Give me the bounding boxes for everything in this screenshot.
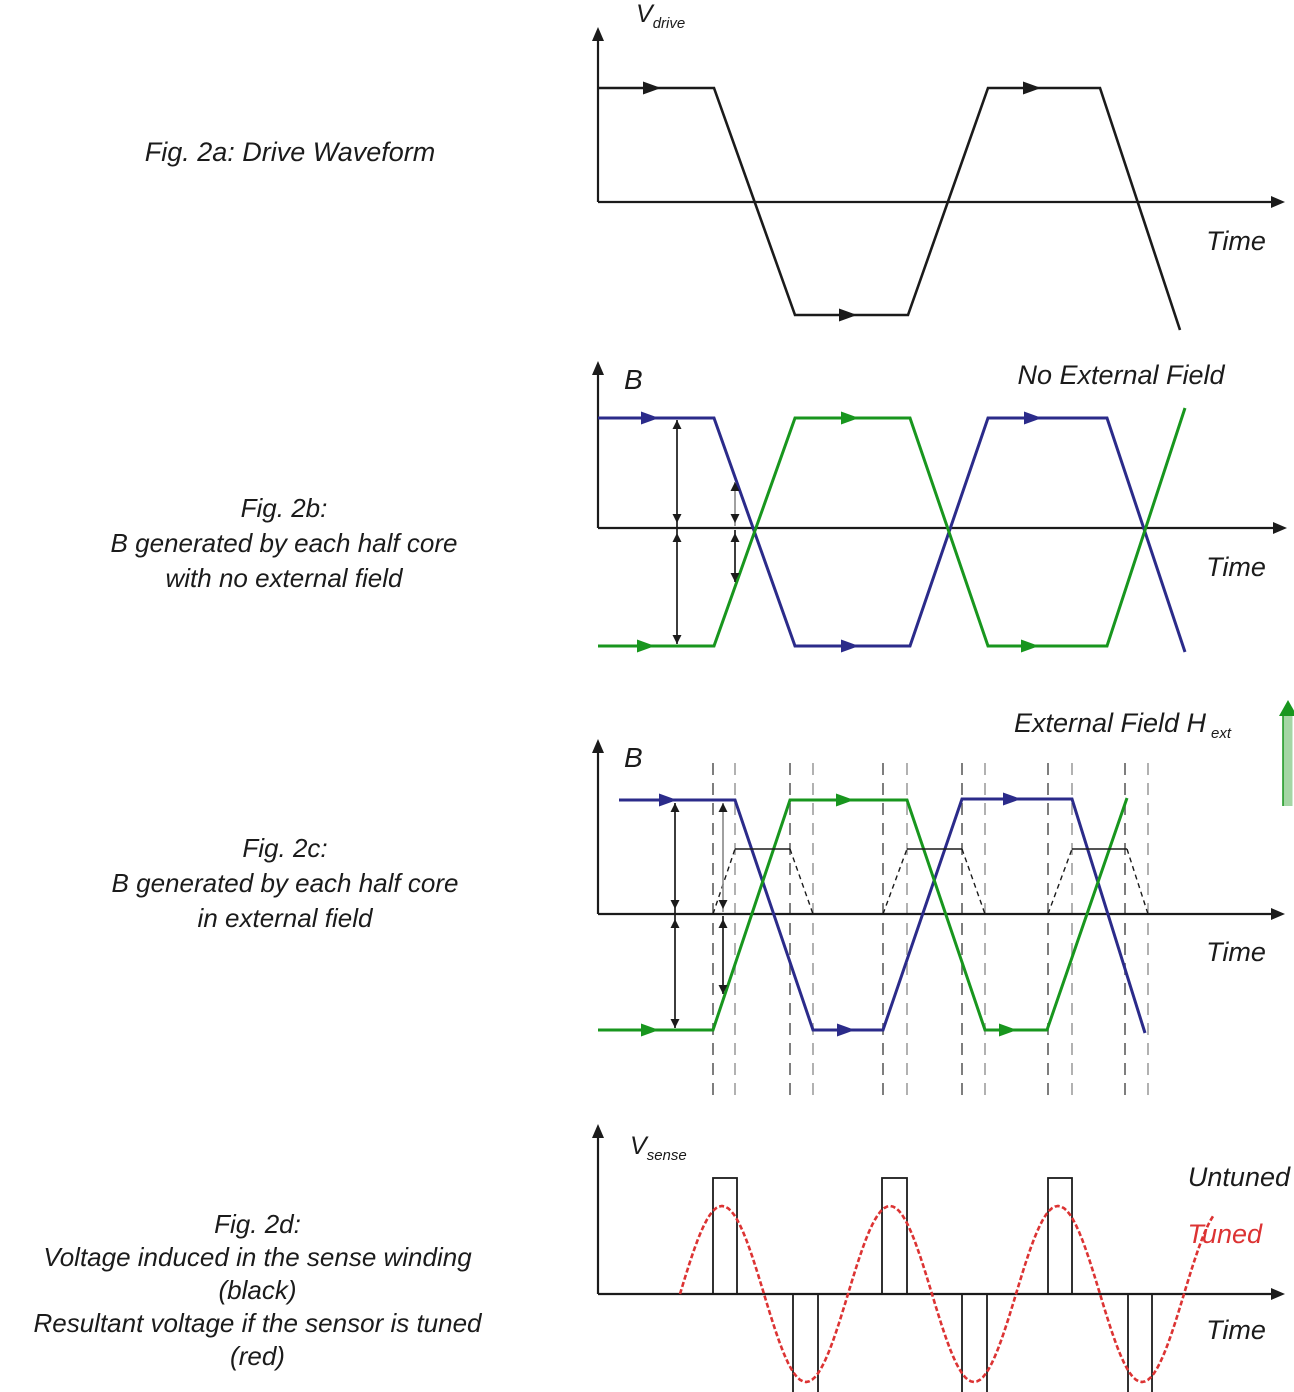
core1-b-waveform-direction-arrow (659, 793, 677, 807)
drive-voltage-waveform-direction-arrow (1023, 81, 1041, 95)
external-field-main: External Field H (1013, 708, 1207, 738)
fig2d-caption: Fig. 2d: Voltage induced in the sense wi… (5, 1208, 510, 1373)
measure-arrowhead (670, 803, 680, 812)
fig2a-x-axis-arrow (1271, 196, 1285, 208)
measure-arrowhead (718, 919, 728, 928)
untuned-sense-pulses (1047, 1177, 1073, 1295)
measure-arrowhead (718, 803, 728, 812)
measure-arrowhead (730, 514, 740, 523)
fig2a-time-axis-label: Time (1206, 226, 1266, 256)
v-sense-axis-label: Vsense (630, 1132, 687, 1164)
net-b-waveform-slope (1126, 848, 1149, 915)
fig2a-y-axis-arrow (592, 27, 604, 41)
core1-b-waveform-direction-arrow (841, 639, 859, 653)
fig2d-y-axis-arrow (592, 1124, 604, 1138)
untuned-sense-pulses (961, 1293, 988, 1392)
untuned-sense-pulses (881, 1177, 908, 1295)
fig2d-caption-line2: Voltage induced in the sense winding (bl… (43, 1242, 472, 1305)
net-b-waveform-slope (882, 848, 908, 915)
net-b-waveform-slope (712, 848, 736, 915)
measure-arrowhead (672, 514, 682, 523)
measure-arrowhead (670, 900, 680, 909)
measure-arrowhead (670, 919, 680, 928)
fig2d-time-axis-label: Time (1206, 1315, 1266, 1345)
v-drive-main: V (636, 0, 653, 28)
measure-arrowhead (672, 533, 682, 542)
measure-arrowhead (718, 900, 728, 909)
fig2b-time-axis-label: Time (1206, 552, 1266, 582)
fig2c-y-axis-arrow (592, 739, 604, 753)
fig2c-x-axis-arrow (1271, 908, 1285, 920)
legend-tuned-label: Tuned (1187, 1219, 1262, 1249)
core2-b-waveform (598, 797, 1129, 1032)
measure-arrowhead (730, 573, 740, 582)
core2-b-waveform-direction-arrow (999, 1023, 1017, 1037)
fig2b-annotation: No External Field (1017, 360, 1225, 390)
drive-voltage-waveform (598, 86, 1182, 331)
fig2c-caption: Fig. 2c: B generated by each half core i… (65, 831, 505, 936)
v-sense-main: V (630, 1132, 647, 1160)
untuned-sense-pulses (792, 1293, 819, 1392)
core1-b-waveform-direction-arrow (1003, 792, 1021, 806)
core1-b-waveform-direction-arrow (1024, 411, 1042, 425)
external-field-arrow-head (1279, 700, 1294, 716)
drive-voltage-waveform-direction-arrow (839, 308, 857, 322)
v-drive-axis-label: Vdrive (636, 0, 685, 32)
tuned-sense-sine (678, 1204, 1216, 1384)
core2-b-waveform (598, 407, 1187, 648)
legend-untuned-label: Untuned (1187, 1162, 1290, 1192)
fig2c-caption-line1: Fig. 2c: (242, 833, 328, 863)
fig2b-caption-line3: with no external field (165, 563, 403, 593)
core1-b-waveform (598, 416, 1187, 653)
fig2a-caption: Fig. 2a: Drive Waveform (144, 137, 436, 167)
fig2c-time-axis-label: Time (1206, 937, 1266, 967)
net-b-waveform-slope (789, 848, 814, 915)
measure-arrowhead (672, 420, 682, 429)
measure-arrowhead (670, 1019, 680, 1028)
fig2d-caption-line3: Resultant voltage if the sensor is tuned… (33, 1308, 482, 1371)
fig2b-caption: Fig. 2b: B generated by each half core w… (64, 491, 504, 596)
fig2b-b-axis-label: B (624, 364, 643, 395)
untuned-sense-pulses (1127, 1293, 1153, 1392)
v-drive-sub: drive (652, 15, 686, 32)
fig2c-caption-line2: B generated by each half core (111, 868, 459, 898)
untuned-sense-pulses (712, 1177, 738, 1295)
measure-arrowhead (730, 482, 740, 491)
fig2d-x-axis-arrow (1271, 1288, 1285, 1300)
core1-b-waveform (619, 797, 1147, 1034)
core2-b-waveform-direction-arrow (836, 793, 854, 807)
v-sense-sub: sense (646, 1147, 687, 1164)
fig2c-caption-line3: in external field (197, 903, 373, 933)
external-field-sub: ext (1211, 725, 1232, 743)
drive-voltage-waveform-direction-arrow (643, 81, 661, 95)
fig2b-caption-line2: B generated by each half core (110, 528, 458, 558)
net-b-waveform-slope (961, 848, 986, 915)
core2-b-waveform-direction-arrow (641, 1023, 659, 1037)
fig2d-caption-line1: Fig. 2d: (214, 1209, 301, 1239)
measure-arrowhead (730, 533, 740, 542)
fig2c-b-axis-label: B (624, 742, 643, 773)
core2-b-waveform-direction-arrow (637, 639, 655, 653)
fig2b-x-axis-arrow (1273, 522, 1287, 534)
core2-b-waveform-direction-arrow (1021, 639, 1039, 653)
core1-b-waveform-direction-arrow (641, 411, 659, 425)
fig2b-caption-line1: Fig. 2b: (240, 493, 328, 523)
measure-arrowhead (718, 985, 728, 994)
net-b-waveform-slope (1047, 848, 1073, 915)
core2-b-waveform-direction-arrow (841, 411, 859, 425)
core1-b-waveform-direction-arrow (837, 1023, 855, 1037)
fig2b-y-axis-arrow (592, 361, 604, 375)
measure-arrowhead (672, 635, 682, 644)
